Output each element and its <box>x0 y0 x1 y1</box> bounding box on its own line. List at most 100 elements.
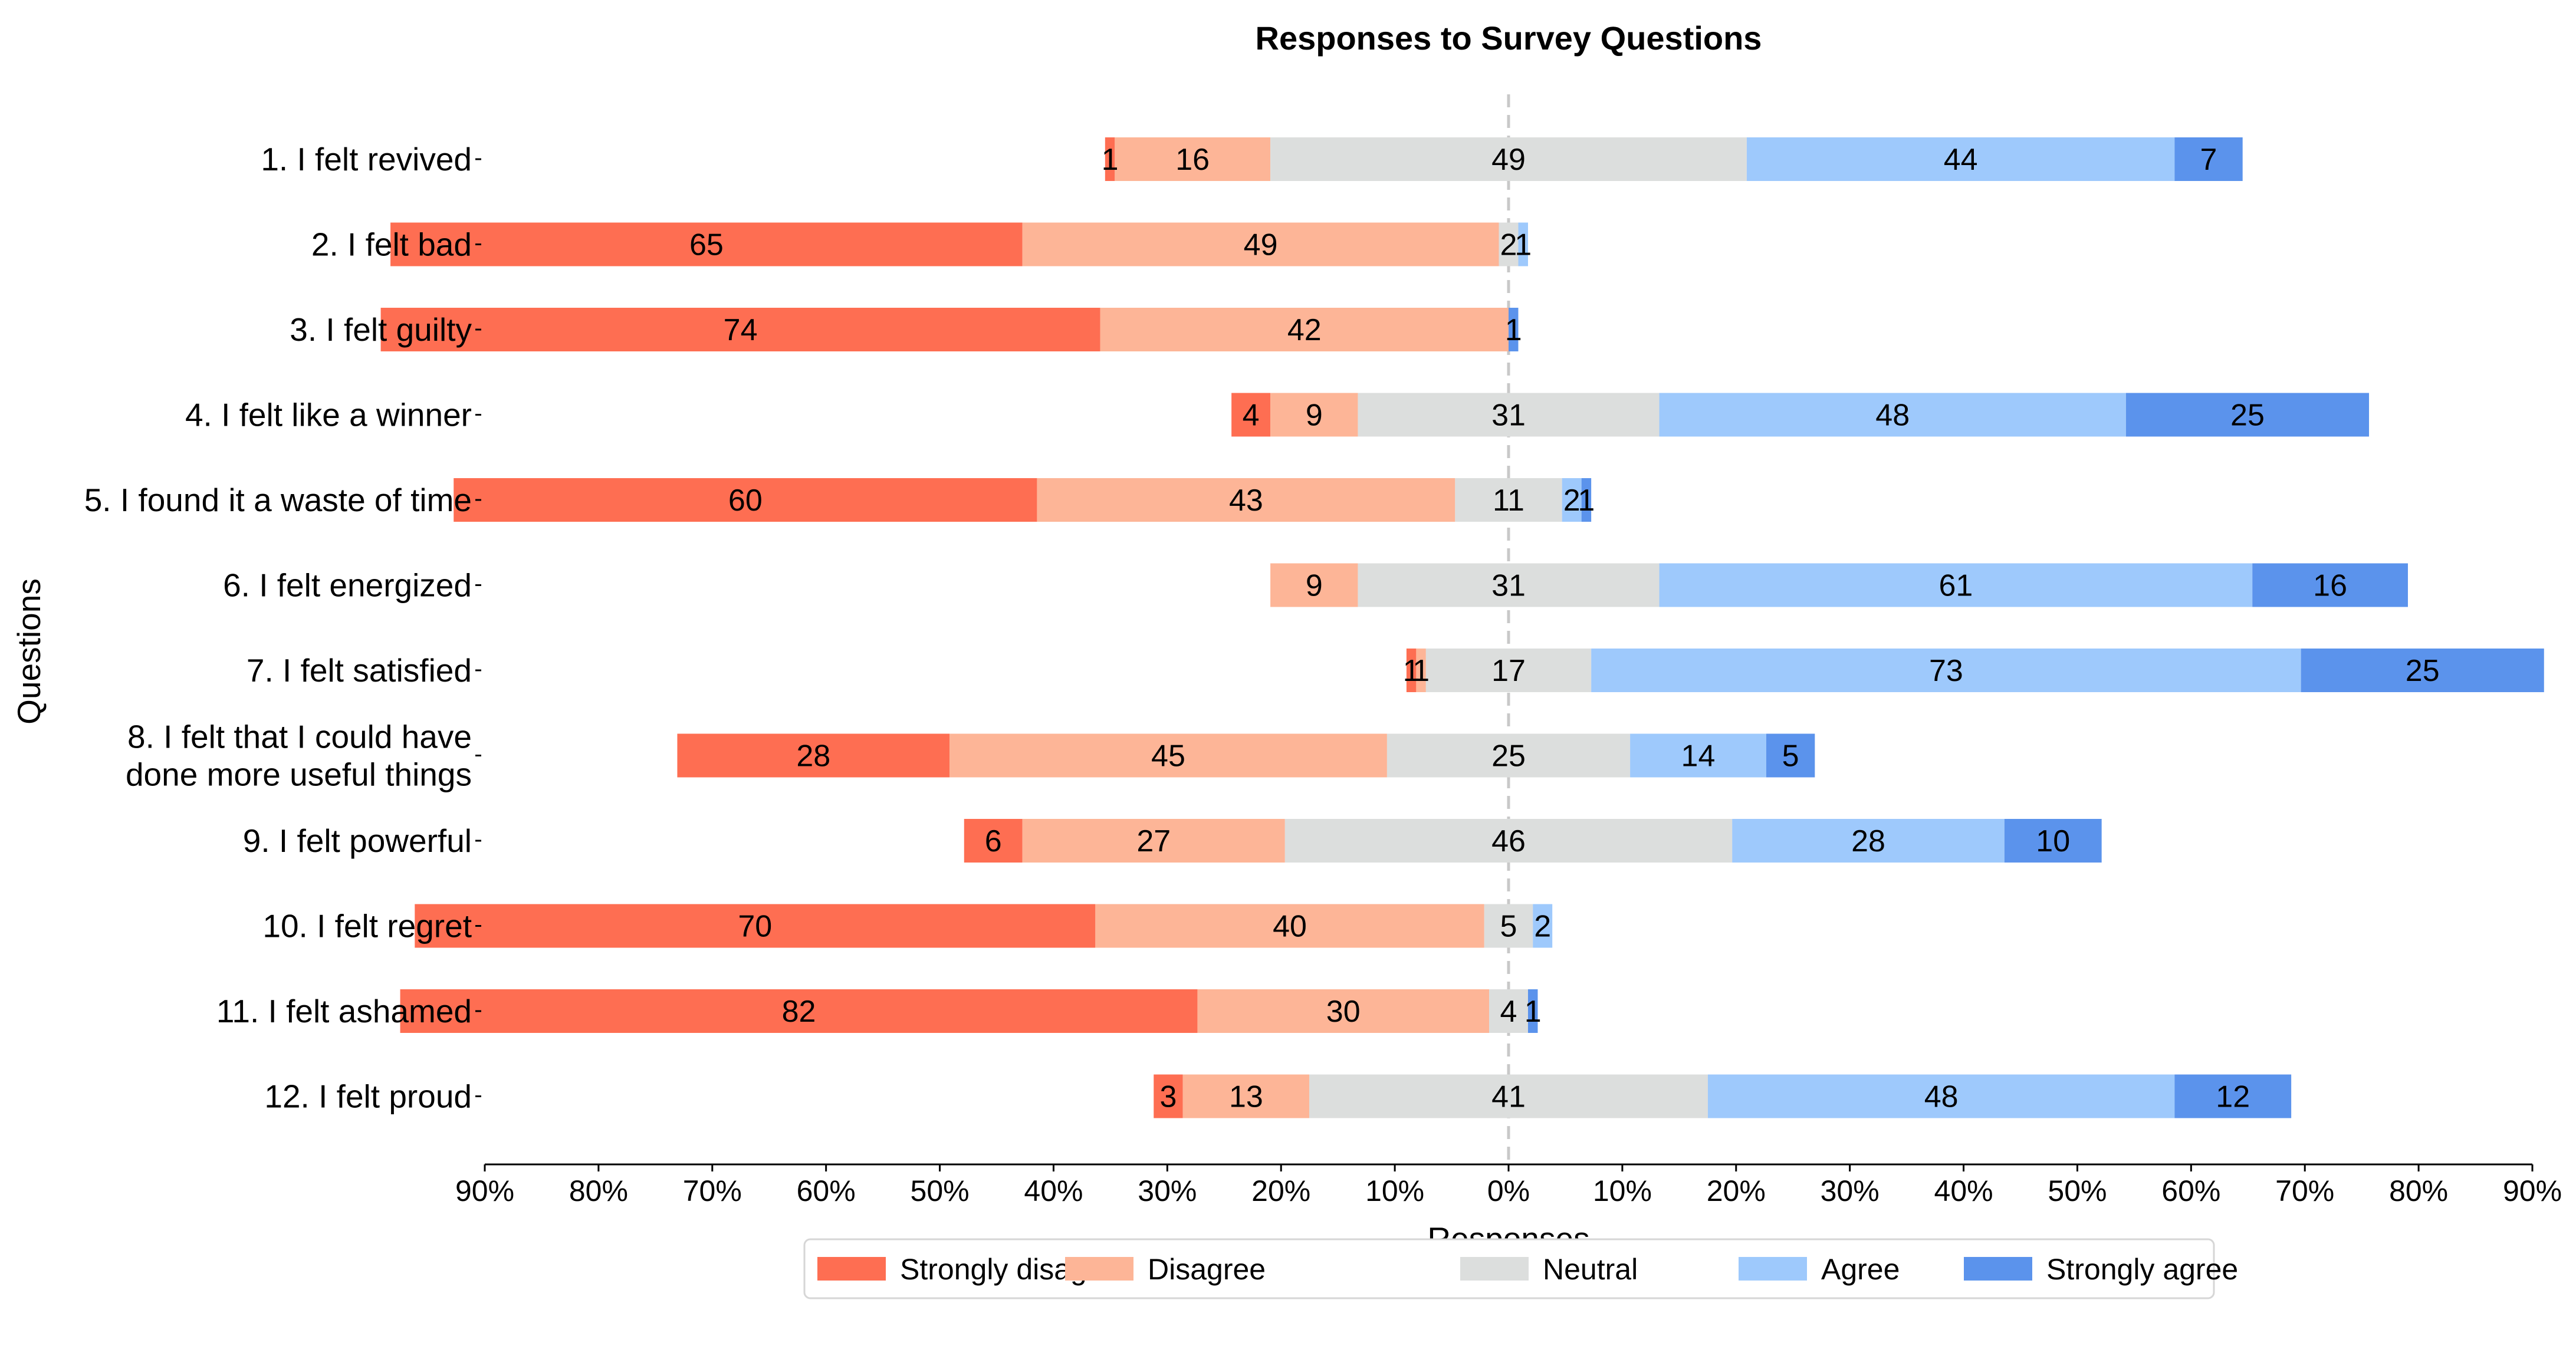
bar-value-label: 11 <box>1493 483 1524 518</box>
bar-value-label: 49 <box>1244 228 1278 262</box>
bar-segment <box>1591 649 2301 692</box>
bar-value-label: 13 <box>1229 1080 1263 1114</box>
question-label: 11. I felt ashamed <box>216 993 472 1029</box>
bar-segment <box>1154 1074 1183 1118</box>
bar-value-label: 49 <box>1491 143 1526 177</box>
x-axis-layer: 90% 80% 70% 60% 50% 40% 30% 20% 10% 0% 10% 20% 30% 40… <box>455 1163 2562 1207</box>
bar-segment <box>1509 308 1519 351</box>
bar-value-label: 1 <box>1412 654 1430 688</box>
bar-segment <box>1630 733 1766 778</box>
question-label: 1. I felt revived <box>261 141 472 177</box>
question-label: 6. I felt energized <box>223 567 472 604</box>
bar-segment <box>1533 904 1553 948</box>
bar-value-label: 60 <box>728 483 763 518</box>
bar-segment <box>2174 1074 2292 1118</box>
bar-segment <box>1231 393 1271 437</box>
x-tick-label: 60% <box>2161 1174 2220 1207</box>
x-tick-label: 0% <box>1487 1174 1530 1207</box>
bar-value-label: 42 <box>1287 313 1322 347</box>
x-tick-label: 50% <box>2048 1174 2107 1207</box>
bar-value-label: 10 <box>2036 824 2070 858</box>
bar-value-label: 41 <box>1491 1080 1526 1114</box>
bar-segment <box>415 904 1096 948</box>
bar-value-label: 61 <box>1938 569 1973 603</box>
bar-value-label: 31 <box>1491 399 1526 433</box>
bar-segment <box>1022 222 1499 266</box>
bar-value-label: 16 <box>1175 143 1210 177</box>
bar-value-label: 1 <box>1578 483 1595 518</box>
bar-segment <box>1707 1074 2175 1118</box>
bar-value-label: 48 <box>1924 1080 1959 1114</box>
x-tick-label: 60% <box>797 1174 856 1207</box>
bar-value-label: 48 <box>1875 399 1910 433</box>
bar-segment <box>1659 563 2253 607</box>
bars-layer <box>380 137 2544 1118</box>
bar-segment <box>1037 478 1455 522</box>
bar-segment <box>1732 819 2005 863</box>
bar-value-label: 1 <box>1505 313 1522 347</box>
bar-value-label: 14 <box>1681 739 1716 774</box>
bar-value-label: 1 <box>1514 228 1532 262</box>
bar-segment <box>1489 989 1528 1033</box>
bar-value-label: 44 <box>1944 143 1978 177</box>
bar-value-label: 2 <box>1534 910 1551 944</box>
x-tick-label: 30% <box>1138 1174 1197 1207</box>
bar-value-label: 3 <box>1160 1080 1177 1114</box>
bar-segment <box>380 308 1100 351</box>
legend-label: Strongly agree <box>2046 1253 2238 1286</box>
bar-value-label: 16 <box>2313 569 2347 603</box>
x-tick-label: 40% <box>1934 1174 1993 1207</box>
bar-value-label: 30 <box>1326 995 1361 1029</box>
legend-swatch <box>1739 1257 1807 1281</box>
bar-segment <box>1100 308 1509 351</box>
bar-value-label: 9 <box>1306 399 1323 433</box>
bar-segment <box>964 819 1023 863</box>
legend: Strongly disagree Disagree Neutral Agree Str… <box>803 1238 2238 1299</box>
legend-swatch <box>1065 1257 1133 1281</box>
bar-segment <box>1358 563 1660 607</box>
x-tick-label: 10% <box>1365 1174 1424 1207</box>
bar-value-label: 1 <box>1524 995 1542 1029</box>
bar-segment <box>1284 819 1733 863</box>
bar-segment <box>2174 137 2243 181</box>
question-label: 7. I felt satisfied <box>247 652 472 689</box>
bar-value-label: 28 <box>1851 824 1885 858</box>
x-tick-label: 80% <box>2389 1174 2448 1207</box>
y-ticks-layer: 1. I felt revived 2. I felt bad 3. I felt … <box>84 141 481 1115</box>
bar-segment <box>1455 478 1562 522</box>
question-label: 10. I felt regret <box>262 908 472 944</box>
bar-value-label: 1 <box>1102 143 1119 177</box>
bar-value-label: 5 <box>1782 739 1799 774</box>
legend-label: Disagree <box>1148 1253 1266 1286</box>
question-label: 5. I found it a waste of time <box>84 482 472 518</box>
bar-value-label: 82 <box>782 995 816 1029</box>
bar-segment <box>1386 733 1631 778</box>
question-label: 9. I felt powerful <box>243 822 472 859</box>
bar-segment <box>1309 1074 1708 1118</box>
chart-title: Responses to Survey Questions <box>1256 19 1762 57</box>
x-tick-label: 40% <box>1024 1174 1083 1207</box>
legend-swatch <box>1460 1257 1529 1281</box>
question-label: 4. I felt like a winner <box>185 397 472 433</box>
bar-segment <box>2301 649 2544 692</box>
bar-segment <box>1197 989 1490 1033</box>
bar-segment <box>1406 649 1417 692</box>
bar-segment <box>2125 393 2370 437</box>
bar-value-label: 40 <box>1273 910 1307 944</box>
legend-swatch <box>817 1257 886 1281</box>
bar-segment <box>1115 137 1271 181</box>
x-tick-label: 90% <box>2503 1174 2562 1207</box>
bar-segment <box>454 478 1037 522</box>
y-axis-label: Questions <box>11 578 47 725</box>
bar-segment <box>1425 649 1592 692</box>
x-tick-label: 90% <box>455 1174 514 1207</box>
bar-segment <box>1358 393 1660 437</box>
legend-label: Agree <box>1821 1253 1900 1286</box>
bar-value-label: 5 <box>1500 910 1517 944</box>
bar-value-label: 6 <box>985 824 1002 858</box>
bar-value-label: 27 <box>1136 824 1171 858</box>
bar-value-label: 2 <box>1500 228 1517 262</box>
question-label: 3. I felt guilty <box>290 311 472 348</box>
bar-value-label: 2 <box>1563 483 1581 518</box>
